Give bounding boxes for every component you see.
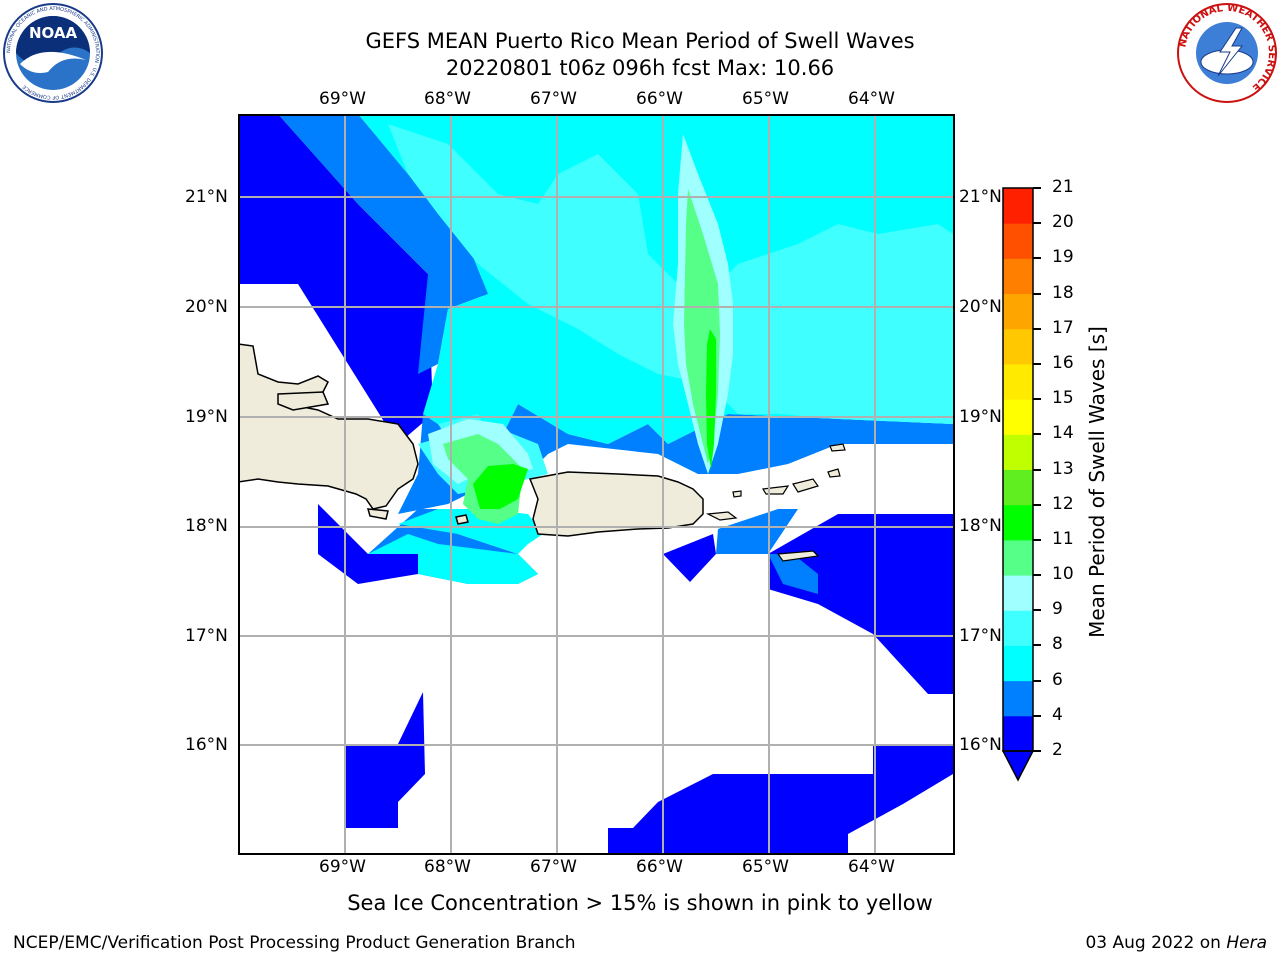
colorbar-tick-label: 10 [1052,564,1074,585]
lat-label-right: 21°N [959,187,1002,207]
colorbar-tick-label: 8 [1052,634,1063,655]
colorbar-segment [1003,328,1033,365]
lat-label-right: 19°N [959,407,1002,427]
colorbar-tick-mark [1033,609,1041,612]
lat-label-right: 17°N [959,626,1002,646]
lat-label-left: 18°N [185,516,228,536]
colorbar-tick-mark [1033,327,1041,330]
colorbar-segment [1003,434,1033,470]
colorbar-segment [1003,504,1033,541]
colorbar-tick-mark [1033,574,1041,577]
colorbar-tick-mark [1033,538,1041,541]
lat-label-left: 17°N [185,626,228,646]
colorbar-tick-mark [1033,433,1041,436]
colorbar-tick-label: 15 [1052,388,1074,409]
colorbar-tick-mark [1033,257,1041,260]
colorbar-tick-label: 4 [1052,704,1063,725]
nws-logo: NATIONAL WEATHER SERVICE [1176,2,1278,104]
lat-label-left: 16°N [185,735,228,755]
colorbar-segment [1003,363,1033,400]
colorbar-tick-label: 16 [1052,352,1074,373]
lat-label-right: 18°N [959,516,1002,536]
colorbar-tick-mark [1033,679,1041,682]
colorbar-segment [1003,645,1033,682]
colorbar-tick-label: 11 [1052,528,1074,549]
lon-label-top: 64°W [848,89,895,109]
lon-label-top: 66°W [636,89,683,109]
colorbar-tick-label: 17 [1052,317,1074,338]
colorbar-tick-mark [1033,362,1041,365]
colorbar-tick-label: 18 [1052,282,1074,303]
colorbar-tick-label: 2 [1052,740,1063,760]
sea-ice-note: Sea Ice Concentration > 15% is shown in … [347,891,933,915]
colorbar-tick-mark [1033,222,1041,225]
colorbar-tick-label: 21 [1052,177,1074,197]
land-virgin-islands [705,443,846,562]
land-puerto-rico [455,471,704,537]
colorbar-segment [1003,610,1033,646]
lat-label-left: 21°N [185,187,228,207]
colorbar-tick-label: 19 [1052,247,1074,268]
colorbar-tick-label: 20 [1052,212,1074,233]
chart-subtitle: 20220801 t06z 096h fcst Max: 10.66 [445,56,835,80]
noaa-logo: NOAA NATIONAL OCEANIC AND ATMOSPHERIC AD… [2,2,104,104]
colorbar-segment [1003,715,1033,752]
lon-label-top: 68°W [424,89,471,109]
map-frame [238,114,955,855]
colorbar-tick-label: 9 [1052,599,1063,620]
lon-label-bottom: 67°W [530,857,577,877]
footer-producer: NCEP/EMC/Verification Post Processing Pr… [13,933,576,953]
colorbar-tick-label: 12 [1052,493,1074,514]
lat-label-right: 20°N [959,297,1002,317]
lon-label-bottom: 66°W [636,857,683,877]
colorbar-label: Mean Period of Swell Waves [s] [1085,326,1109,638]
colorbar-segment [1003,539,1033,576]
colorbar-segment [1003,399,1033,435]
colorbar [1001,187,1035,782]
lon-label-top: 67°W [530,89,577,109]
colorbar-tick-mark [1033,750,1041,752]
lon-label-bottom: 69°W [319,857,366,877]
colorbar-tick-mark [1033,187,1041,189]
colorbar-tick-mark [1033,468,1041,471]
colorbar-tick-mark [1033,714,1041,717]
swell-band-2-4 [238,114,953,855]
colorbar-tick-mark [1033,292,1041,295]
lon-label-bottom: 65°W [742,857,789,877]
colorbar-extend-arrow [1001,750,1035,782]
graticule [238,114,955,855]
lat-label-right: 16°N [959,735,1002,755]
colorbar-segment [1003,293,1033,330]
map-area [238,114,955,855]
colorbar-segment [1003,188,1033,224]
colorbar-tick-label: 13 [1052,458,1074,479]
colorbar-segment [1003,575,1033,611]
colorbar-tick-mark [1033,398,1041,401]
colorbar-tick-mark [1033,503,1041,506]
colorbar-tick-label: 14 [1052,423,1074,444]
lon-label-top: 65°W [742,89,789,109]
chart-title: GEFS MEAN Puerto Rico Mean Period of Swe… [365,29,915,53]
lat-label-left: 20°N [185,297,228,317]
colorbar-segment [1003,469,1033,506]
lon-label-bottom: 64°W [848,857,895,877]
colorbar-segment [1003,680,1033,717]
swell-band-11-12 [473,329,716,509]
svg-text:NOAA: NOAA [29,24,78,42]
colorbar-segment [1003,223,1033,259]
colorbar-tick-mark [1033,644,1041,647]
lat-label-left: 19°N [185,407,228,427]
lon-label-bottom: 68°W [424,857,471,877]
colorbar-tick-label: 6 [1052,669,1063,690]
footer-date: 03 Aug 2022 on Hera [1085,933,1267,953]
lon-label-top: 69°W [319,89,366,109]
land-hispaniola [238,343,419,520]
colorbar-segment [1003,258,1033,295]
